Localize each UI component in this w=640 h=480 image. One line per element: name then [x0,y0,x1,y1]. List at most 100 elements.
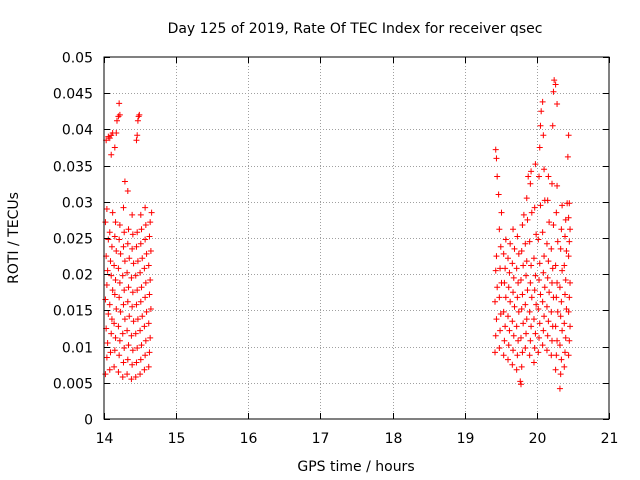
grid-lines [104,57,609,419]
data-point [532,161,539,168]
data-point [492,332,499,339]
data-point [519,291,526,298]
data-point [113,248,120,255]
data-point [549,180,556,187]
chart-title: Day 125 of 2019, Rate Of TEC Index for r… [168,21,543,37]
data-point [125,342,132,349]
data-point [124,240,131,247]
data-point [500,250,507,257]
data-point [536,173,543,180]
data-point [116,337,123,344]
data-point [524,216,531,223]
data-point [106,229,113,236]
data-point [125,226,132,233]
y-tick-label: 0.025 [53,232,93,248]
data-point [129,245,136,252]
data-point [116,279,123,286]
data-point [549,265,556,272]
data-point [532,330,539,337]
y-tick-label: 0.04 [62,123,93,139]
data-point [522,345,529,352]
data-point [133,243,140,250]
data-point [520,320,527,327]
data-point [119,374,126,381]
data-point [137,240,144,247]
data-point [147,276,154,283]
data-point [514,294,521,301]
data-point [567,226,574,233]
data-point [129,211,136,218]
y-tick-label: 0 [84,413,93,429]
data-point [554,337,561,344]
data-point [552,81,559,88]
data-point [139,255,146,262]
data-point [142,352,149,359]
data-point [124,356,131,363]
data-point [537,202,544,209]
x-tick-label: 16 [240,431,258,447]
data-point [145,262,152,269]
data-point [522,240,529,247]
data-point [137,211,144,218]
data-point [102,296,109,303]
data-point [115,368,122,375]
data-point [505,255,511,262]
data-point [120,359,127,366]
data-point [146,349,153,356]
data-point [108,330,115,337]
data-point [551,77,558,84]
data-point [104,339,111,346]
data-point [549,337,556,344]
data-point [530,255,537,262]
data-point [553,209,560,216]
data-point [556,284,563,291]
data-point [121,229,128,236]
data-point [496,294,503,301]
data-point [121,345,128,352]
data-point [109,209,116,216]
data-point [522,301,529,308]
data-point [545,318,552,325]
data-point [539,298,546,305]
data-point [132,330,139,337]
data-point [513,323,520,330]
data-point [133,301,140,308]
data-point [146,233,153,240]
data-point [492,298,499,305]
data-point [133,359,140,366]
x-tick-label: 17 [312,431,330,447]
data-point [545,173,552,180]
data-point [517,381,524,388]
data-point [510,226,517,233]
data-point [107,258,114,265]
data-point [115,323,122,330]
data-point [510,347,517,354]
data-point [523,258,530,265]
data-point [548,308,555,315]
data-point [567,279,574,286]
data-point [523,316,530,323]
data-point [554,182,561,189]
data-point [129,289,136,296]
data-point [536,334,543,341]
data-point [514,233,521,240]
data-point [111,320,118,327]
data-point [536,260,543,267]
data-point [548,245,555,252]
data-point [132,374,139,381]
data-point [496,345,503,352]
data-point [112,276,119,283]
data-point [532,272,539,279]
data-point [562,276,569,283]
data-point [566,337,573,344]
data-point [556,342,563,349]
data-point [553,294,560,301]
data-point [517,276,524,283]
data-point [565,352,572,359]
data-point [561,233,568,240]
data-point [565,214,572,221]
data-point [527,180,534,187]
data-point [103,354,110,361]
data-point [557,371,564,378]
